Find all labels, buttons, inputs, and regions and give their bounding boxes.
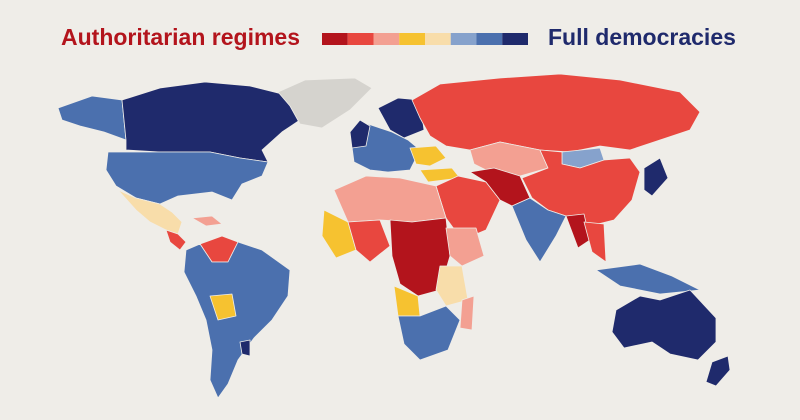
country — [377, 97, 425, 139]
legend-right-label: Full democracies — [548, 24, 736, 50]
legend-scale — [322, 33, 528, 45]
country — [705, 355, 731, 387]
legend-swatch — [399, 33, 425, 45]
country — [57, 95, 127, 141]
legend-swatch — [347, 33, 374, 45]
country — [397, 305, 461, 361]
country — [445, 227, 485, 267]
country — [469, 141, 549, 177]
country — [409, 145, 447, 167]
country — [459, 295, 475, 331]
legend-swatch — [476, 33, 503, 45]
legend-swatch — [502, 33, 528, 45]
country — [239, 339, 251, 357]
country — [117, 189, 183, 235]
legend-left-label: Authoritarian regimes — [61, 24, 300, 50]
legend-swatch — [373, 33, 400, 45]
country — [183, 241, 291, 399]
country — [643, 157, 669, 197]
country — [583, 221, 607, 263]
country — [209, 293, 237, 321]
country — [347, 219, 391, 263]
legend-swatch — [425, 33, 451, 45]
country — [435, 265, 469, 307]
country — [521, 149, 641, 227]
legend-swatch — [322, 33, 348, 45]
country — [121, 81, 301, 163]
country — [435, 175, 501, 241]
country — [105, 151, 269, 205]
country — [511, 197, 567, 263]
country — [321, 209, 357, 259]
country — [191, 215, 223, 227]
country — [277, 77, 373, 129]
legend-swatch — [450, 33, 477, 45]
country — [165, 229, 187, 251]
world-map — [57, 73, 731, 399]
country — [411, 73, 701, 153]
country — [611, 289, 717, 361]
country — [349, 119, 371, 149]
country — [595, 263, 701, 295]
